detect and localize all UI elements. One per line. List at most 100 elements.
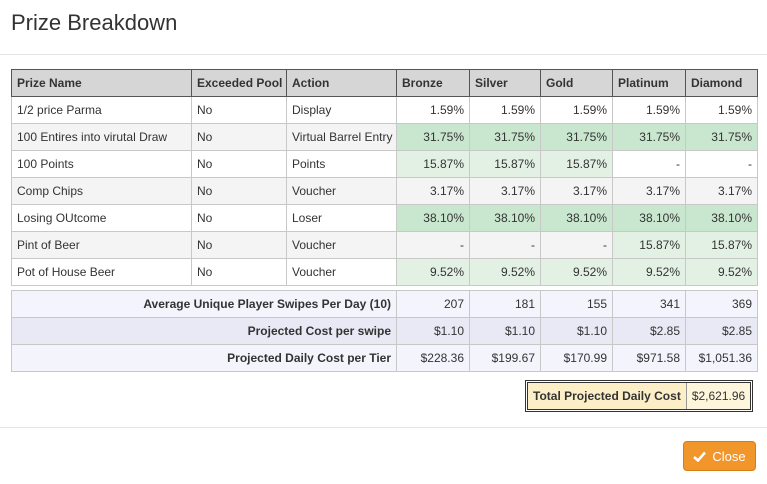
summary-value: 341 [612,290,686,318]
column-header: Silver [469,69,541,97]
cell: 100 Entires into virutal Draw [11,123,192,151]
percent-cell: - [685,150,758,178]
table-row: 100 Points No Points 15.87% 15.87% 15.87% - - [11,150,758,178]
cell: No [191,177,287,205]
table-row: Losing OUtcome No Loser 38.10% 38.10% 38.10% 3… [11,204,758,232]
percent-cell: 9.52% [540,258,613,286]
table-row: 1/2 price Parma No Display 1.59% 1.59% 1.59% 1… [11,96,758,124]
cell: Voucher [286,231,397,259]
cell: Pot of House Beer [11,258,192,286]
cell: No [191,258,287,286]
percent-cell: - [469,231,541,259]
summary-row: Projected Cost per swipe $1.10 $1.10 $1.10 $… [11,317,758,345]
cell: Losing OUtcome [11,204,192,232]
column-header: Bronze [396,69,470,97]
table-row: Comp Chips No Voucher 3.17% 3.17% 3.17% 3.17% 3… [11,177,758,205]
summary-value: 207 [396,290,470,318]
percent-cell: 38.10% [612,204,686,232]
percent-cell: 3.17% [685,177,758,205]
prize-table: Prize Name Exceeded Pool Action Bronze Silve… [11,69,758,286]
table-row: Pint of Beer No Voucher - - -15.87% 15.87% [11,231,758,259]
summary-value: $199.67 [469,344,541,372]
check-icon [693,451,707,462]
percent-cell: 9.52% [469,258,541,286]
cell: Display [286,96,397,124]
cell: Virtual Barrel Entry [286,123,397,151]
total-box: Total Projected Daily Cost $2,621.96 [525,380,754,412]
cell: Pint of Beer [11,231,192,259]
column-header: Platinum [612,69,686,97]
table-row: Pot of House Beer No Voucher 9.52% 9.52% 9.52… [11,258,758,286]
column-header: Gold [540,69,613,97]
percent-cell: 1.59% [685,96,758,124]
summary-value: $170.99 [540,344,613,372]
percent-cell: 31.75% [685,123,758,151]
percent-cell: 38.10% [469,204,541,232]
summary-label: Projected Cost per swipe [11,317,397,345]
percent-cell: 1.59% [469,96,541,124]
cell: No [191,231,287,259]
percent-cell: 15.87% [540,150,613,178]
column-header: Action [286,69,397,97]
cell: Voucher [286,177,397,205]
total-value: $2,621.96 [686,383,751,409]
percent-cell: 15.87% [469,150,541,178]
percent-cell: 38.10% [685,204,758,232]
percent-cell: 3.17% [612,177,686,205]
summary-value: 369 [685,290,758,318]
column-header: Exceeded Pool [191,69,287,97]
percent-cell: 1.59% [396,96,470,124]
percent-cell: 9.52% [685,258,758,286]
close-label: Close [712,448,746,464]
cell: No [191,150,287,178]
dialog-title: Prize Breakdown [11,10,178,35]
summary-value: $1,051.36 [685,344,758,372]
summary-value: $1.10 [469,317,541,345]
summary-value: 155 [540,290,613,318]
cell: No [191,123,287,151]
percent-cell: 9.52% [612,258,686,286]
summary-value: $2.85 [612,317,686,345]
column-header: Diamond [685,69,758,97]
summary-label: Average Unique Player Swipes Per Day (10… [11,290,397,318]
divider [0,54,767,55]
close-button[interactable]: Close [683,441,756,471]
percent-cell: 15.87% [396,150,470,178]
summary-value: $1.10 [396,317,470,345]
summary-value: $228.36 [396,344,470,372]
percent-cell: 3.17% [469,177,541,205]
percent-cell: 38.10% [540,204,613,232]
percent-cell: 1.59% [612,96,686,124]
cell: Comp Chips [11,177,192,205]
percent-cell: - [612,150,686,178]
summary-table: Average Unique Player Swipes Per Day (10… [11,290,758,372]
summary-value: $2.85 [685,317,758,345]
percent-cell: 3.17% [396,177,470,205]
cell: 1/2 price Parma [11,96,192,124]
cell: No [191,204,287,232]
percent-cell: - [540,231,613,259]
percent-cell: 31.75% [540,123,613,151]
percent-cell: - [396,231,470,259]
summary-label: Projected Daily Cost per Tier [11,344,397,372]
summary-row: Projected Daily Cost per Tier $228.36 $199… [11,344,758,372]
summary-value: $971.58 [612,344,686,372]
percent-cell: 31.75% [396,123,470,151]
percent-cell: 3.17% [540,177,613,205]
cell: No [191,96,287,124]
column-header: Prize Name [11,69,192,97]
summary-value: 181 [469,290,541,318]
percent-cell: 31.75% [612,123,686,151]
summary-value: $1.10 [540,317,613,345]
table-row: 100 Entires into virutal Draw No Virtual B… [11,123,758,151]
cell: Voucher [286,258,397,286]
cell: 100 Points [11,150,192,178]
percent-cell: 1.59% [540,96,613,124]
header-row: Prize Name Exceeded Pool Action Bronze Silve… [11,69,758,97]
percent-cell: 15.87% [685,231,758,259]
percent-cell: 31.75% [469,123,541,151]
summary-row: Average Unique Player Swipes Per Day (10… [11,290,758,318]
divider [0,427,767,428]
percent-cell: 9.52% [396,258,470,286]
